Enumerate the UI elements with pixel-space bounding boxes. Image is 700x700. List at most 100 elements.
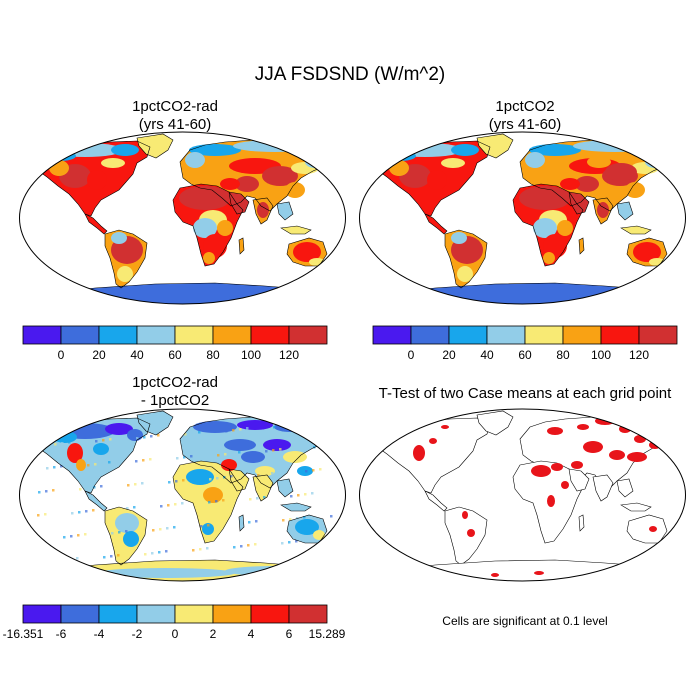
difference-cell (327, 444, 330, 447)
shading-region (451, 232, 467, 244)
difference-cell (125, 530, 128, 533)
difference-cell (216, 477, 219, 480)
shading-region (533, 218, 557, 238)
significant-cell (577, 424, 589, 430)
panel3-title-line2: - 1pctCO2 (140, 392, 210, 409)
difference-cell (157, 434, 160, 437)
coastline (578, 514, 585, 532)
difference-cell (295, 540, 298, 543)
significant-cell (627, 452, 647, 462)
difference-region (186, 469, 214, 485)
difference-cell (61, 442, 64, 445)
colorbar-swatch (600, 325, 640, 345)
difference-cell (62, 559, 65, 562)
difference-cell (103, 556, 106, 559)
difference-cell (312, 469, 315, 472)
difference-cell (117, 554, 120, 557)
difference-cell (71, 512, 74, 515)
map-difference (19, 408, 346, 582)
colorbar-tick-label: -2 (132, 627, 143, 641)
colorbar-swatch (250, 325, 290, 345)
colorbar-tick-label: 100 (241, 348, 261, 362)
colorbar-difference: -16.351 -6 -4 -2 0 2 4 6 15.289 (3, 604, 346, 641)
coastline (620, 502, 652, 512)
land-centralAmerica (85, 491, 107, 511)
shading-region (262, 166, 298, 186)
difference-cell (173, 526, 176, 529)
difference-cell (54, 443, 57, 446)
difference-cell (158, 551, 161, 554)
difference-cell (142, 459, 145, 462)
difference-cell (118, 531, 121, 534)
coastline (104, 506, 148, 566)
difference-region (93, 443, 109, 455)
land-madagascar (579, 238, 584, 254)
land-greenland (137, 411, 173, 435)
difference-cell (247, 544, 250, 547)
difference-cell (109, 438, 112, 441)
difference-cell (246, 427, 249, 430)
shading-region (597, 202, 609, 218)
panel4-title-line1: T-Test of two Case means at each grid po… (378, 385, 672, 402)
colorbar-swatch (22, 604, 62, 624)
significant-cell (400, 426, 410, 432)
colorbar-tick-label: 120 (279, 348, 299, 362)
shading-region (633, 242, 661, 262)
difference-cell (183, 456, 186, 459)
difference-cell (38, 491, 41, 494)
panel1-title-line2: (yrs 41-60) (138, 116, 212, 133)
difference-region (263, 439, 291, 451)
panel4-title: T-Test of two Case means at each grid po… (355, 385, 695, 403)
shading-region (117, 266, 133, 282)
significant-cell (583, 441, 603, 453)
map-border (19, 408, 346, 582)
difference-cell (329, 538, 332, 541)
difference-cell (176, 457, 179, 460)
shading-region (203, 252, 215, 264)
coastline (84, 490, 108, 512)
colorbar-swatch (212, 325, 252, 345)
coastline (228, 468, 250, 492)
colorbar-tick-label: 15.289 (309, 627, 346, 641)
shading-region (193, 218, 217, 238)
difference-cell (160, 505, 163, 508)
difference-cell (78, 511, 81, 514)
difference-cell (207, 524, 210, 527)
significant-cell (441, 425, 449, 429)
difference-region (115, 513, 139, 533)
panel2-title-line2: (yrs 41-60) (488, 116, 562, 133)
colorbar-tick-label: 20 (92, 348, 106, 362)
colorbar-tick-label: 0 (172, 627, 179, 641)
colorbar-swatch (638, 325, 678, 345)
difference-cell (255, 520, 258, 523)
difference-cell (133, 506, 136, 509)
shading-region (111, 232, 127, 244)
difference-region (305, 427, 325, 439)
shading-region (87, 170, 107, 190)
coastline (374, 417, 491, 494)
difference-region (295, 519, 319, 535)
difference-region (95, 568, 235, 578)
difference-cell (320, 445, 323, 448)
difference-cell (222, 499, 225, 502)
land-madagascar (239, 238, 244, 254)
difference-cell (136, 437, 139, 440)
difference-cell (298, 471, 301, 474)
map-1pctco2-rad (19, 131, 346, 305)
difference-cell (159, 528, 162, 531)
difference-cell (256, 497, 259, 500)
coastline (104, 229, 148, 289)
colorbar-swatch (22, 325, 62, 345)
coastline (424, 213, 448, 235)
colorbar-tick-label: 6 (286, 627, 293, 641)
difference-cell (150, 435, 153, 438)
difference-cell (214, 523, 217, 526)
significant-cell (649, 526, 657, 532)
shading-region (257, 202, 269, 218)
difference-region (221, 459, 237, 471)
colorbar-swatch (288, 325, 328, 345)
shading-region (451, 144, 479, 156)
difference-region (123, 531, 139, 547)
difference-cell (282, 519, 285, 522)
difference-cell (127, 484, 130, 487)
